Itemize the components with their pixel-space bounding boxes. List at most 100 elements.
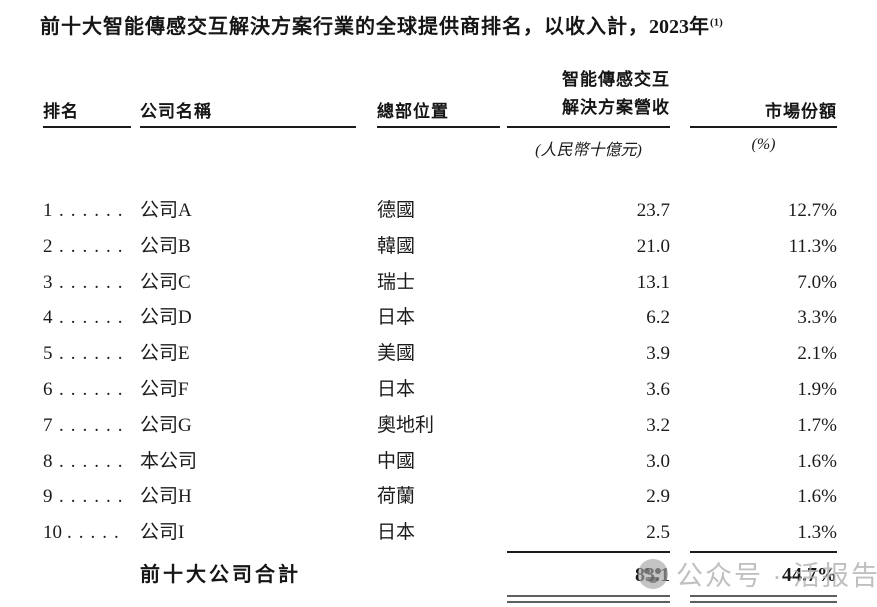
share-cell: 1.3% [797,522,837,544]
revenue-cell: 2.5 [646,522,670,544]
total-share-value: 44.7% [782,563,837,586]
share-cell: 3.3% [797,307,837,329]
share-cell: 2.1% [797,343,837,365]
location-cell: 德國 [377,200,416,221]
total-top-rule-row [43,550,837,557]
location-cell: 日本 [377,307,416,329]
rank-number: 4 [43,307,53,329]
column-header-share: 市場份額 [690,97,837,128]
location-cell: 日本 [377,378,416,400]
location-cell: 韓國 [377,235,416,257]
dot-leader: ...... [59,414,130,436]
title-year: 2023 [649,16,689,38]
table-row: 8...... 本公司 中國 3.0 1.6% [43,444,837,480]
header-body-spacer [43,166,837,193]
table-row: 10..... 公司I 日本 2.5 1.3% [43,515,837,551]
revenue-cell: 2.9 [646,486,670,508]
rank-cell: 5...... [43,336,140,372]
revenue-unit-label: (人民幣十億元) [535,142,642,159]
total-label: 前十大公司合計 [140,563,301,586]
dot-leader: ...... [59,271,130,293]
revenue-cell: 13.1 [636,271,670,293]
rank-number: 2 [43,235,53,257]
company-cell: 公司H [140,486,192,508]
revenue-cell: 21.0 [636,235,670,257]
column-header-revenue: 智能傳感交互 解決方案營收 [507,66,670,128]
total-row: 前十大公司合計 83.1 44.7% [43,557,837,593]
table-body: 1...... 公司A 德國 23.7 12.7% 2...... 公司B 韓國… [43,193,837,551]
revenue-header-line1: 智能傳感交互 [562,69,670,89]
revenue-header-line2: 解決方案營收 [562,97,670,117]
ranking-table: 排名 公司名稱 總部位置 智能傳感交互 解決方案營收 市場份額 (人民幣十億元) … [43,70,837,605]
table-row: 4...... 公司D 日本 6.2 3.3% [43,300,837,336]
rank-number: 3 [43,271,53,293]
rank-cell: 1...... [43,193,140,229]
column-header-rank: 排名 [43,97,131,128]
rank-number: 8 [43,450,53,472]
share-unit-label: (%) [751,136,776,153]
title-text: 前十大智能傳感交互解決方案行業的全球提供商排名，以收入計， [40,16,649,38]
rank-number: 6 [43,378,53,400]
share-cell: 1.6% [797,450,837,472]
company-cell: 公司A [140,200,192,221]
column-header-location: 總部位置 [377,97,500,128]
share-cell: 1.6% [797,486,837,508]
dot-leader: ...... [59,450,130,472]
revenue-cell: 3.6 [646,378,670,400]
total-double-rule-revenue [507,594,670,603]
total-top-rule-share [690,550,837,553]
rank-cell: 2...... [43,229,140,265]
rank-cell: 7...... [43,408,140,444]
location-cell: 中國 [377,450,416,472]
company-cell: 本公司 [140,450,198,472]
table-row: 3...... 公司C 瑞士 13.1 7.0% [43,265,837,301]
total-bottom-rule-row [43,594,837,605]
dot-leader: ...... [59,378,130,400]
page-title: 前十大智能傳感交互解決方案行業的全球提供商排名，以收入計，2023年(1) [40,10,840,39]
share-cell: 12.7% [787,200,837,221]
rank-number: 10 [43,522,62,544]
location-cell: 奧地利 [377,414,435,436]
dot-leader: ..... [67,522,126,544]
company-cell: 公司G [140,414,192,436]
company-cell: 公司I [140,522,185,544]
total-top-rule-revenue [507,550,670,553]
share-cell: 1.9% [797,378,837,400]
table-row: 7...... 公司G 奧地利 3.2 1.7% [43,408,837,444]
revenue-cell: 3.2 [646,414,670,436]
location-cell: 日本 [377,522,416,544]
dot-leader: ...... [59,486,130,508]
table-row: 9...... 公司H 荷蘭 2.9 1.6% [43,479,837,515]
table-row: 2...... 公司B 韓國 21.0 11.3% [43,229,837,265]
company-cell: 公司C [140,271,191,293]
revenue-cell: 3.0 [646,450,670,472]
rank-cell: 6...... [43,372,140,408]
rank-cell: 10..... [43,515,140,551]
rank-number: 5 [43,343,53,365]
table-row: 5...... 公司E 美國 3.9 2.1% [43,336,837,372]
column-header-company: 公司名稱 [140,97,356,128]
revenue-cell: 6.2 [646,307,670,329]
rank-cell: 3...... [43,265,140,301]
rank-number: 9 [43,486,53,508]
location-cell: 美國 [377,343,416,365]
title-year-suffix: 年 [689,16,710,38]
company-cell: 公司F [140,378,189,400]
location-cell: 瑞士 [377,271,416,293]
dot-leader: ...... [59,307,130,329]
table-units-row: (人民幣十億元) (%) [43,128,837,166]
revenue-cell: 23.7 [636,200,670,221]
rank-number: 1 [43,200,53,221]
rank-cell: 8...... [43,444,140,480]
share-cell: 1.7% [797,414,837,436]
dot-leader: ...... [59,343,130,365]
revenue-cell: 3.9 [646,343,670,365]
company-cell: 公司D [140,307,192,329]
share-cell: 11.3% [788,235,837,257]
rank-cell: 9...... [43,479,140,515]
location-cell: 荷蘭 [377,486,416,508]
company-cell: 公司E [140,343,190,365]
dot-leader: ...... [59,235,130,257]
total-double-rule-share [690,594,837,603]
